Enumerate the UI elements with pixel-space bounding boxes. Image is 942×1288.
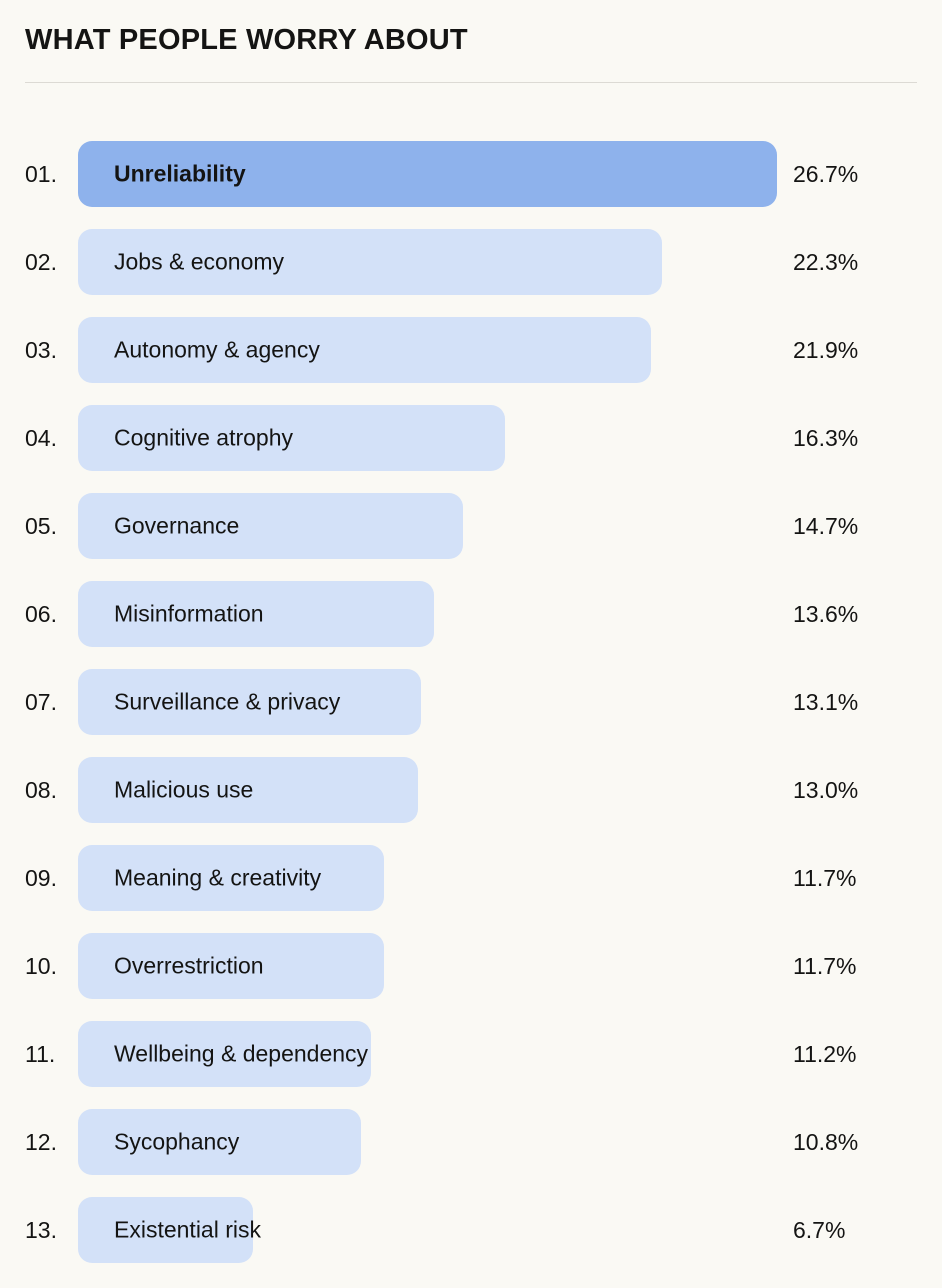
rank-label: 01. bbox=[25, 160, 57, 187]
chart-row: 07. Surveillance & privacy 13.1% bbox=[25, 669, 917, 735]
chart-row: 12. Sycophancy 10.8% bbox=[25, 1109, 917, 1175]
bar bbox=[78, 317, 652, 383]
chart-row: 09. Meaning & creativity 11.7% bbox=[25, 845, 917, 911]
rank-label: 12. bbox=[25, 1128, 57, 1155]
chart-row: 11. Wellbeing & dependency 11.2% bbox=[25, 1021, 917, 1087]
rank-label: 03. bbox=[25, 336, 57, 363]
bar bbox=[78, 933, 385, 999]
category-label: Meaning & creativity bbox=[114, 864, 322, 891]
bar bbox=[78, 1197, 254, 1263]
category-label: Misinformation bbox=[114, 600, 264, 627]
bar-track: Misinformation bbox=[78, 581, 777, 647]
rank-label: 11. bbox=[25, 1040, 56, 1067]
chart-row: 02. Jobs & economy 22.3% bbox=[25, 229, 917, 295]
bar bbox=[78, 229, 662, 295]
rank-label: 09. bbox=[25, 864, 57, 891]
value-label: 11.7% bbox=[793, 864, 857, 891]
value-label: 6.7% bbox=[793, 1216, 846, 1243]
chart-row: 08. Malicious use 13.0% bbox=[25, 757, 917, 823]
rank-label: 05. bbox=[25, 512, 57, 539]
bar-track: Autonomy & agency bbox=[78, 317, 777, 383]
bar-track: Overrestriction bbox=[78, 933, 777, 999]
rank-label: 06. bbox=[25, 600, 57, 627]
rank-label: 04. bbox=[25, 424, 57, 451]
chart-row: 06. Misinformation 13.6% bbox=[25, 581, 917, 647]
bar bbox=[78, 1021, 372, 1087]
bar-track: Wellbeing & dependency bbox=[78, 1021, 777, 1087]
rank-label: 02. bbox=[25, 248, 57, 275]
bar bbox=[78, 141, 777, 207]
bar bbox=[78, 845, 385, 911]
value-label: 11.2% bbox=[793, 1040, 857, 1067]
value-label: 13.0% bbox=[793, 776, 859, 803]
value-label: 14.7% bbox=[793, 512, 859, 539]
value-label: 13.6% bbox=[793, 600, 859, 627]
value-label: 11.7% bbox=[793, 952, 857, 979]
bar bbox=[78, 581, 435, 647]
bar bbox=[78, 493, 463, 559]
value-label: 22.3% bbox=[793, 248, 859, 275]
category-label: Autonomy & agency bbox=[114, 336, 320, 363]
chart-row: 01. Unreliability 26.7% bbox=[25, 141, 917, 207]
rank-label: 08. bbox=[25, 776, 57, 803]
category-label: Malicious use bbox=[114, 776, 254, 803]
bar bbox=[78, 1109, 361, 1175]
chart-title: WHAT PEOPLE WORRY ABOUT bbox=[25, 24, 468, 56]
category-label: Cognitive atrophy bbox=[114, 424, 293, 451]
value-label: 16.3% bbox=[793, 424, 859, 451]
value-label: 21.9% bbox=[793, 336, 859, 363]
category-label: Surveillance & privacy bbox=[114, 688, 341, 715]
category-label: Governance bbox=[114, 512, 240, 539]
category-label: Unreliability bbox=[114, 160, 246, 187]
category-label: Sycophancy bbox=[114, 1128, 240, 1155]
rank-label: 07. bbox=[25, 688, 57, 715]
chart-row: 05. Governance 14.7% bbox=[25, 493, 917, 559]
value-label: 10.8% bbox=[793, 1128, 859, 1155]
bar-chart: 01. Unreliability 26.7% 02. Jobs & economy 22… bbox=[25, 141, 917, 1263]
value-label: 13.1% bbox=[793, 688, 859, 715]
bar bbox=[78, 757, 419, 823]
category-label: Existential risk bbox=[114, 1216, 261, 1243]
bar bbox=[78, 405, 505, 471]
bar-track: Sycophancy bbox=[78, 1109, 777, 1175]
bar-track: Unreliability bbox=[78, 141, 777, 207]
rank-label: 10. bbox=[25, 952, 57, 979]
value-label: 26.7% bbox=[793, 160, 859, 187]
bar-track: Governance bbox=[78, 493, 777, 559]
bar-track: Meaning & creativity bbox=[78, 845, 777, 911]
category-label: Jobs & economy bbox=[114, 248, 285, 275]
bar-track: Jobs & economy bbox=[78, 229, 777, 295]
chart-row: 10. Overrestriction 11.7% bbox=[25, 933, 917, 999]
divider bbox=[25, 82, 917, 83]
chart-row: 03. Autonomy & agency 21.9% bbox=[25, 317, 917, 383]
chart-row: 13. Existential risk 6.7% bbox=[25, 1197, 917, 1263]
bar-track: Malicious use bbox=[78, 757, 777, 823]
bar-track: Cognitive atrophy bbox=[78, 405, 777, 471]
chart-row: 04. Cognitive atrophy 16.3% bbox=[25, 405, 917, 471]
category-label: Wellbeing & dependency bbox=[114, 1040, 369, 1067]
bar-track: Existential risk bbox=[78, 1197, 777, 1263]
rank-label: 13. bbox=[25, 1216, 57, 1243]
category-label: Overrestriction bbox=[114, 952, 264, 979]
bar-track: Surveillance & privacy bbox=[78, 669, 777, 735]
bar bbox=[78, 669, 421, 735]
